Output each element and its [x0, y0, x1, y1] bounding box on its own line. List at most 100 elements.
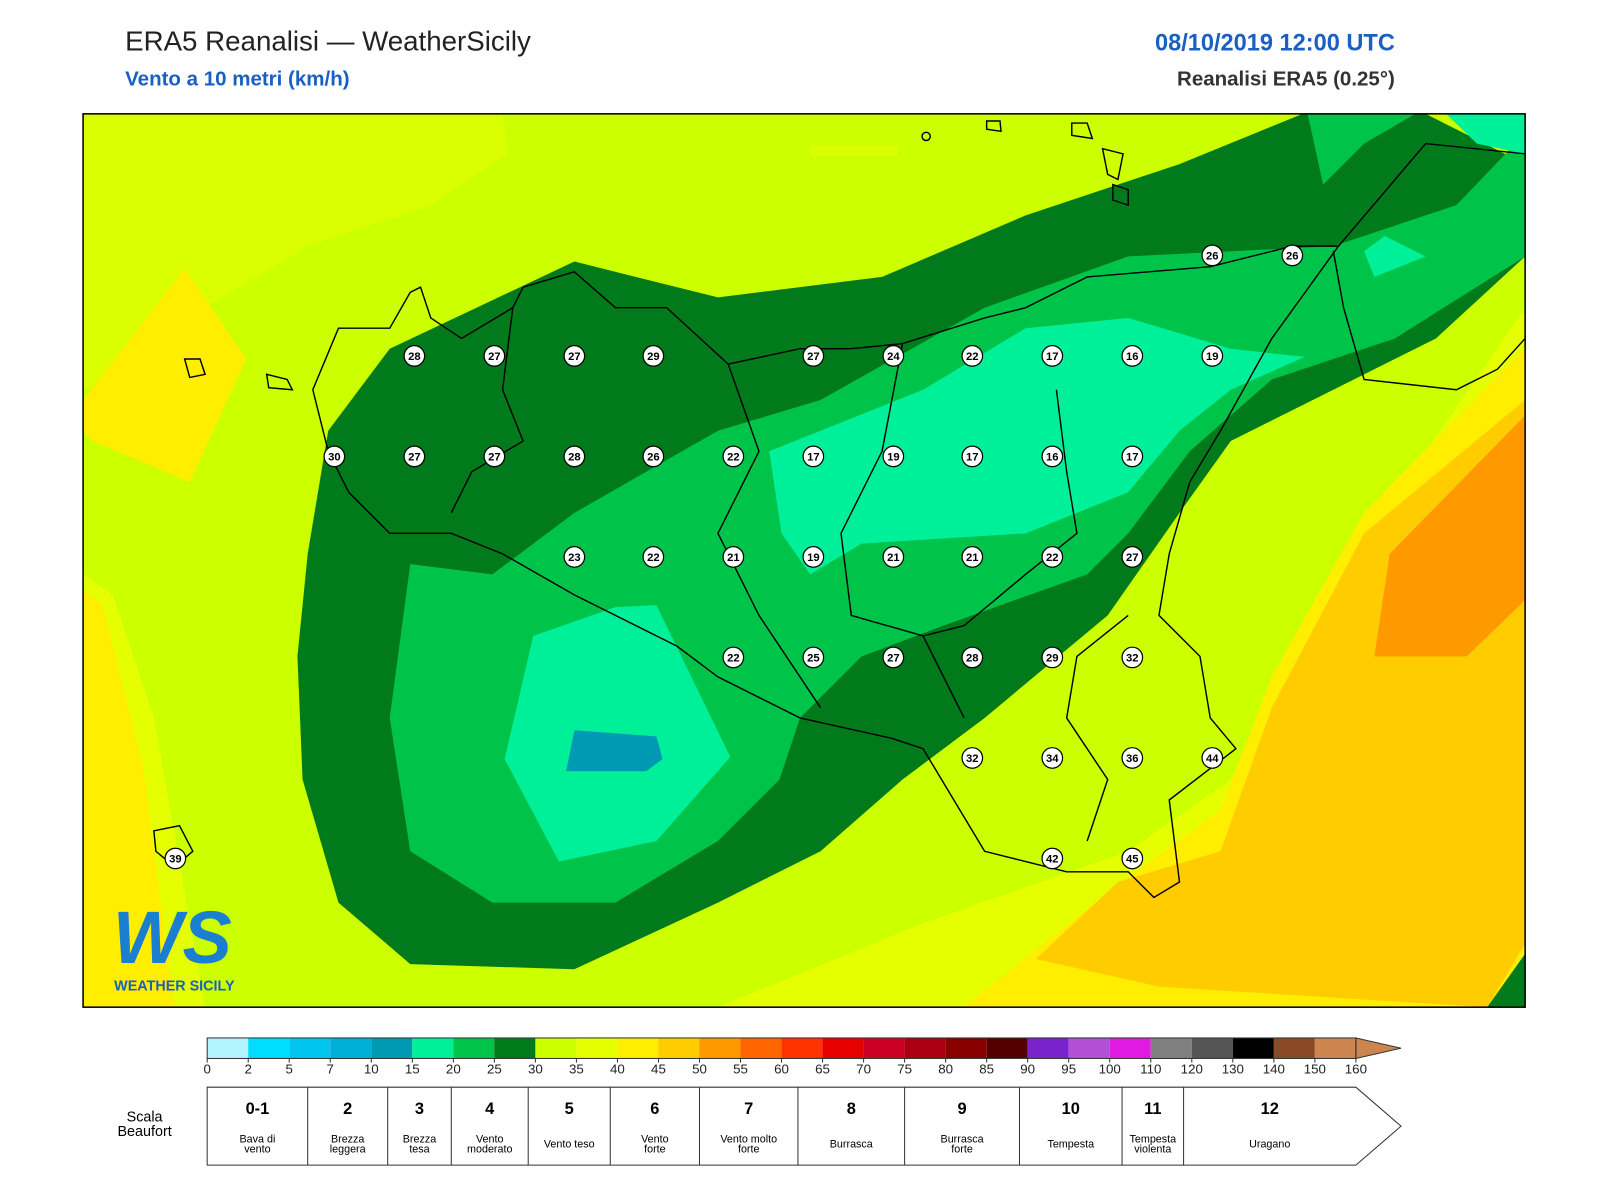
station-marker — [1121, 847, 1144, 870]
subtitle: Vento a 10 metri (km/h) — [125, 67, 349, 90]
colorbar-segment — [535, 1037, 577, 1059]
station-value: 22 — [727, 652, 740, 664]
station-marker — [1041, 546, 1064, 568]
station-marker — [802, 345, 825, 367]
colorbar-tick-label: 70 — [856, 1061, 871, 1076]
colorbar-tick-label: 30 — [528, 1061, 543, 1076]
colorbar-segment — [1191, 1037, 1233, 1059]
beaufort-name: Uragano — [1249, 1138, 1290, 1150]
station-value: 19 — [807, 552, 820, 564]
colorbar-tick-label: 110 — [1140, 1061, 1161, 1076]
colorbar-segment — [986, 1037, 1028, 1059]
station-marker — [483, 345, 506, 367]
beaufort-force: 5 — [565, 1100, 574, 1118]
station-layer: 28 27 27 29 27 24 22 17 16 19 30 27 27 28 26 22 17 19 17 16… — [164, 244, 1304, 870]
colorbar-tick-label: 25 — [487, 1061, 502, 1076]
logo-mark: WS — [113, 896, 232, 979]
field-15-20 — [769, 317, 1305, 575]
model-label: Reanalisi ERA5 (0.25°) — [1177, 67, 1395, 90]
station-marker — [1041, 445, 1064, 468]
station-value: 36 — [1126, 753, 1139, 765]
beaufort-name: violenta — [1134, 1144, 1171, 1156]
colorbar-segment — [1109, 1037, 1151, 1059]
colorbar-tick-label: 10 — [364, 1061, 379, 1076]
station-value: 22 — [966, 351, 979, 363]
colorbar-segment — [576, 1037, 618, 1059]
beaufort-force: 6 — [650, 1100, 659, 1118]
beaufort-force: 8 — [847, 1100, 856, 1118]
station-value: 22 — [1046, 552, 1059, 564]
colorbar-tick-label: 45 — [651, 1061, 666, 1076]
station-marker — [961, 445, 984, 468]
station-marker — [1121, 546, 1144, 568]
beaufort-label: Beaufort — [117, 1124, 171, 1140]
colorbar-tick-label: 65 — [815, 1061, 830, 1076]
logo-name: WEATHER SICILY — [114, 978, 235, 994]
station-value: 30 — [328, 451, 341, 463]
colorbar-segment — [822, 1037, 864, 1059]
colorbar-segment — [1068, 1037, 1110, 1059]
colorbar-segment — [617, 1037, 659, 1059]
station-value: 23 — [568, 552, 581, 564]
station-marker — [323, 445, 346, 468]
station-value: 21 — [966, 552, 979, 564]
station-marker — [1121, 646, 1144, 669]
colorbar-segment — [1232, 1037, 1274, 1059]
station-value: 28 — [408, 351, 421, 363]
colorbar-segment — [945, 1037, 987, 1059]
colorbar-tick-label: 160 — [1345, 1061, 1367, 1076]
colorbar-tick-label: 130 — [1222, 1061, 1244, 1076]
beaufort-name: Vento molto — [720, 1133, 777, 1145]
beaufort-force: 0-1 — [246, 1100, 270, 1118]
beaufort-name: tesa — [409, 1144, 429, 1156]
beaufort-force: 7 — [744, 1100, 753, 1118]
station-value: 42 — [1046, 853, 1059, 865]
station-marker — [1121, 747, 1144, 769]
colorbar-tick-label: 7 — [327, 1061, 334, 1076]
field-35-40 — [810, 145, 898, 156]
station-value: 26 — [1286, 250, 1299, 262]
field-15-20 — [1364, 235, 1426, 277]
field-15-20 — [504, 605, 731, 862]
field-15-20 — [1446, 113, 1526, 154]
colorbar-tick-label: 55 — [733, 1061, 748, 1076]
beaufort-name: Vento — [641, 1133, 669, 1145]
station-value: 29 — [647, 351, 660, 363]
station-marker — [722, 546, 745, 568]
station-value: 29 — [1046, 652, 1059, 664]
colorbar-tick-label: 150 — [1304, 1061, 1326, 1076]
colorbar-segment — [453, 1037, 495, 1059]
beaufort-force: 10 — [1062, 1100, 1080, 1118]
station-value: 32 — [966, 753, 979, 765]
colorbar-tick-label: 100 — [1099, 1061, 1121, 1076]
station-value: 28 — [966, 652, 979, 664]
station-marker — [882, 646, 905, 669]
coastline — [153, 120, 1526, 899]
station-value: 16 — [1126, 351, 1139, 363]
station-marker — [722, 445, 745, 468]
station-marker — [1041, 646, 1064, 669]
station-value: 27 — [887, 652, 900, 664]
station-marker — [802, 546, 825, 568]
station-marker — [1041, 747, 1064, 769]
station-value: 32 — [1126, 652, 1139, 664]
colorbar-segment — [207, 1037, 249, 1059]
station-marker — [1121, 445, 1144, 468]
beaufort-label: Scala — [127, 1110, 163, 1126]
colorbar-tick-label: 2 — [244, 1061, 251, 1076]
colorbar-segment — [1027, 1037, 1069, 1059]
colorbar-tick-label: 90 — [1020, 1061, 1035, 1076]
station-marker — [1121, 345, 1144, 367]
colorbar-segment — [863, 1037, 905, 1059]
field-40-45 — [83, 589, 175, 1008]
station-marker — [882, 546, 905, 568]
colorbar-tick-label: 20 — [446, 1061, 461, 1076]
station-marker — [802, 445, 825, 468]
beaufort-name: Brezza — [331, 1133, 364, 1145]
station-value: 44 — [1206, 753, 1219, 765]
colorbar-segment — [494, 1037, 536, 1059]
colorbar-segment — [1273, 1037, 1315, 1059]
station-value: 27 — [807, 351, 820, 363]
colorbar-tick-label: 40 — [610, 1061, 625, 1076]
beaufort-force: 11 — [1144, 1100, 1161, 1118]
